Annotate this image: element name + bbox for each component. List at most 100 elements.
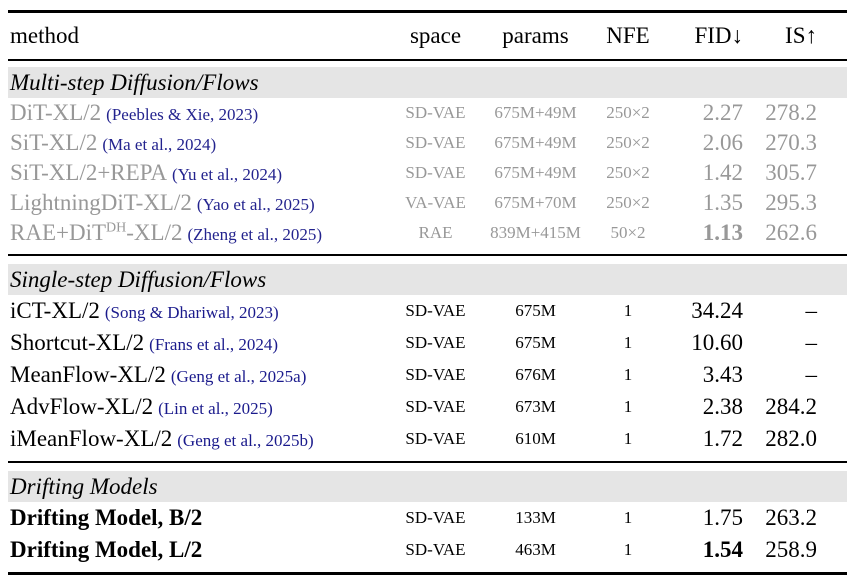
nfe-cell: 50×2	[610, 223, 646, 242]
top-rule	[8, 10, 847, 13]
method-name: AdvFlow-XL/2	[10, 394, 154, 419]
space-cell: VA-VAE	[405, 193, 466, 212]
params-cell: 133M	[515, 508, 556, 527]
fid-cell: 1.72	[702, 426, 743, 451]
citation-link[interactable]: (Yao et al., 2025)	[196, 195, 315, 214]
nfe-cell: 1	[623, 333, 633, 352]
citation-link[interactable]: (Geng et al., 2025b)	[177, 431, 314, 450]
table-row: iCT-XL/2 (Song & Dhariwal, 2023) SD-VAE 6…	[8, 295, 847, 327]
col-header-space: space	[409, 23, 462, 48]
nfe-cell: 1	[623, 301, 633, 320]
col-header-is: IS↑	[785, 23, 817, 48]
space-cell: SD-VAE	[405, 103, 466, 122]
citation-link[interactable]: (Yu et al., 2024)	[171, 165, 282, 184]
table-row: SiT-XL/2 (Ma et al., 2024) SD-VAE 675M+49…	[8, 128, 847, 158]
method-name-superscript: DH	[106, 220, 127, 236]
citation-link[interactable]: (Ma et al., 2024)	[102, 135, 217, 154]
space-cell: SD-VAE	[405, 333, 466, 352]
method-name: LightningDiT-XL/2	[10, 190, 192, 215]
table-header-row: method space params NFE FID↓ IS↑	[8, 13, 847, 59]
col-header-fid: FID↓	[694, 23, 743, 48]
method-name: SiT-XL/2+REPA	[10, 160, 167, 185]
params-cell: 675M	[515, 301, 556, 320]
table-row: RAE+DiTDH-XL/2 (Zheng et al., 2025) RAE 8…	[8, 218, 847, 248]
params-cell: 675M+49M	[494, 103, 577, 122]
nfe-cell: 250×2	[606, 193, 650, 212]
col-header-params: params	[502, 23, 569, 48]
is-cell: 278.2	[765, 100, 817, 125]
space-cell: SD-VAE	[405, 397, 466, 416]
fid-cell: 2.38	[702, 394, 743, 419]
table-row: iMeanFlow-XL/2 (Geng et al., 2025b) SD-VA…	[8, 423, 847, 455]
table-row: Shortcut-XL/2 (Frans et al., 2024) SD-VAE…	[8, 327, 847, 359]
is-cell: 295.3	[765, 190, 817, 215]
section-divider-rule	[8, 461, 847, 463]
citation-link[interactable]: (Zheng et al., 2025)	[187, 225, 323, 244]
citation-link[interactable]: (Lin et al., 2025)	[158, 399, 273, 418]
params-cell: 673M	[515, 397, 556, 416]
space-cell: SD-VAE	[405, 301, 466, 320]
nfe-cell: 1	[623, 540, 633, 559]
section-header-drifting-models: Drifting Models	[8, 471, 847, 502]
bottom-rule	[8, 572, 847, 575]
method-name: Drifting Model, L/2	[10, 537, 203, 562]
method-name: MeanFlow-XL/2	[10, 362, 166, 387]
params-cell: 839M+415M	[490, 223, 581, 242]
space-cell: SD-VAE	[405, 429, 466, 448]
table-row: Drifting Model, B/2 SD-VAE 133M 1 1.75 2…	[8, 502, 847, 534]
fid-cell: 2.27	[702, 100, 743, 125]
params-cell: 675M	[515, 333, 556, 352]
is-cell: –	[805, 330, 818, 355]
table-row: AdvFlow-XL/2 (Lin et al., 2025) SD-VAE 67…	[8, 391, 847, 423]
fid-cell: 1.75	[702, 505, 743, 530]
is-cell: –	[805, 362, 818, 387]
fid-cell: 1.42	[702, 160, 743, 185]
fid-cell: 1.13	[702, 220, 743, 245]
citation-link[interactable]: (Geng et al., 2025a)	[170, 367, 307, 386]
nfe-cell: 250×2	[606, 163, 650, 182]
fid-cell: 34.24	[691, 298, 743, 323]
is-cell: 258.9	[765, 537, 817, 562]
fid-cell: 2.06	[702, 130, 743, 155]
nfe-cell: 1	[623, 365, 633, 384]
section-divider-rule	[8, 254, 847, 256]
space-cell: SD-VAE	[405, 508, 466, 527]
is-cell: 284.2	[765, 394, 817, 419]
nfe-cell: 1	[623, 397, 633, 416]
space-cell: SD-VAE	[405, 133, 466, 152]
fid-cell: 3.43	[702, 362, 743, 387]
fid-cell: 1.54	[702, 537, 743, 562]
citation-link[interactable]: (Frans et al., 2024)	[149, 335, 279, 354]
nfe-cell: 250×2	[606, 133, 650, 152]
method-name: SiT-XL/2	[10, 130, 98, 155]
col-header-nfe: NFE	[606, 23, 650, 48]
table-row: MeanFlow-XL/2 (Geng et al., 2025a) SD-VAE…	[8, 359, 847, 391]
nfe-cell: 1	[623, 508, 633, 527]
method-name: iCT-XL/2	[10, 298, 100, 323]
section-header-single-step: Single-step Diffusion/Flows	[8, 264, 847, 295]
params-cell: 675M+70M	[494, 193, 577, 212]
space-cell: SD-VAE	[405, 540, 466, 559]
is-cell: 282.0	[765, 426, 817, 451]
table-row: SiT-XL/2+REPA (Yu et al., 2024) SD-VAE 67…	[8, 158, 847, 188]
is-cell: 263.2	[765, 505, 817, 530]
params-cell: 463M	[515, 540, 556, 559]
citation-link[interactable]: (Song & Dhariwal, 2023)	[104, 303, 279, 322]
method-name: RAE+DiT	[10, 220, 107, 245]
col-header-method: method	[10, 23, 79, 48]
params-cell: 675M+49M	[494, 163, 577, 182]
space-cell: RAE	[418, 223, 453, 242]
method-name: Drifting Model, B/2	[10, 505, 203, 530]
params-cell: 676M	[515, 365, 556, 384]
params-cell: 610M	[515, 429, 556, 448]
method-name: DiT-XL/2	[10, 100, 102, 125]
is-cell: 270.3	[765, 130, 817, 155]
nfe-cell: 250×2	[606, 103, 650, 122]
params-cell: 675M+49M	[494, 133, 577, 152]
is-cell: –	[805, 298, 818, 323]
space-cell: SD-VAE	[405, 365, 466, 384]
citation-link[interactable]: (Peebles & Xie, 2023)	[106, 105, 259, 124]
is-cell: 262.6	[765, 220, 817, 245]
is-cell: 305.7	[765, 160, 817, 185]
